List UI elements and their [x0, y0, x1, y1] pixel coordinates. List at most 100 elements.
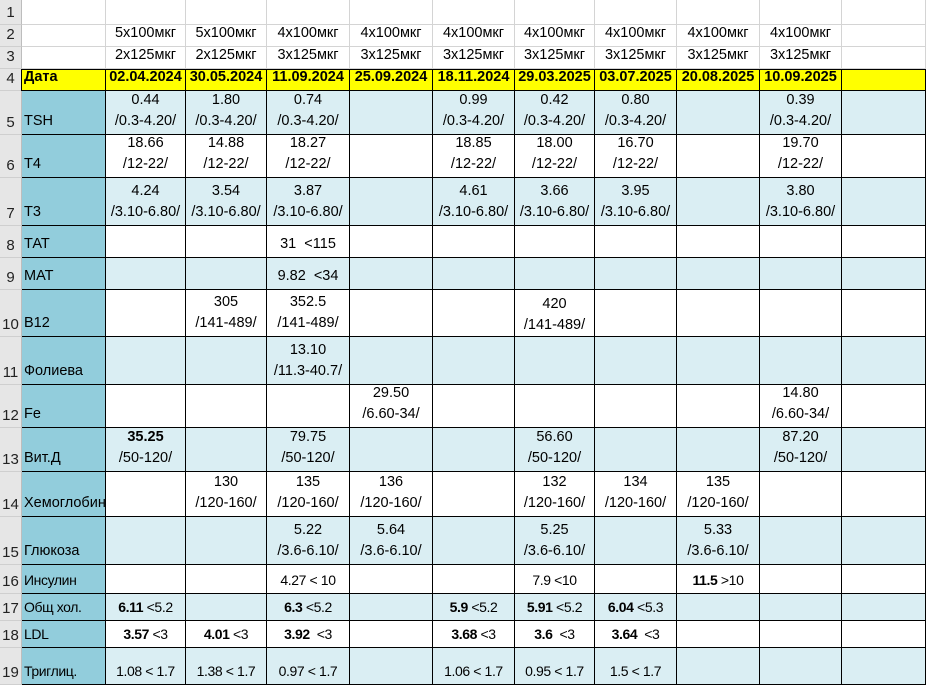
- value-cell[interactable]: [842, 226, 926, 258]
- date-cell[interactable]: 11.09.2024: [266, 69, 350, 91]
- value-cell[interactable]: [760, 258, 842, 290]
- value-cell[interactable]: 18.27/12-22/: [267, 135, 350, 178]
- value-cell[interactable]: 3.68 <3: [433, 621, 515, 648]
- value-cell[interactable]: 5.91 <5.2: [515, 594, 595, 621]
- value-cell[interactable]: [595, 385, 677, 428]
- value-cell[interactable]: 0.44/0.3-4.20/: [106, 91, 186, 135]
- value-cell[interactable]: 18.00/12-22/: [515, 135, 595, 178]
- value-cell[interactable]: [186, 385, 267, 428]
- row-label-cell[interactable]: T3: [22, 178, 106, 226]
- row-header[interactable]: 10: [0, 290, 22, 337]
- value-cell[interactable]: 14.88/12-22/: [186, 135, 267, 178]
- row-header[interactable]: 4: [0, 69, 22, 91]
- value-cell[interactable]: 6.3 <5.2: [267, 594, 350, 621]
- value-cell[interactable]: [760, 472, 842, 517]
- value-cell[interactable]: 0.95 < 1.7: [515, 648, 595, 685]
- row-label-cell[interactable]: ТАТ: [22, 226, 106, 258]
- value-cell[interactable]: 420/141-489/: [515, 290, 595, 337]
- value-cell[interactable]: [433, 385, 515, 428]
- value-cell[interactable]: 1.06 < 1.7: [433, 648, 515, 685]
- value-cell[interactable]: 352.5/141-489/: [267, 290, 350, 337]
- cell[interactable]: [186, 0, 267, 25]
- cell[interactable]: [595, 0, 677, 25]
- value-cell[interactable]: [186, 226, 267, 258]
- row-label-cell[interactable]: Вит.Д: [22, 428, 106, 472]
- value-cell[interactable]: [186, 517, 267, 565]
- value-cell[interactable]: 3.80/3.10-6.80/: [760, 178, 842, 226]
- date-cell[interactable]: 20.08.2025: [676, 69, 760, 91]
- row-label-cell[interactable]: Хемоглобин: [22, 472, 106, 517]
- value-cell[interactable]: [515, 258, 595, 290]
- date-cell[interactable]: 03.07.2025: [594, 69, 677, 91]
- value-cell[interactable]: [515, 385, 595, 428]
- cell[interactable]: 2x125мкг: [186, 47, 267, 69]
- value-cell[interactable]: 4.01 <3: [186, 621, 267, 648]
- value-cell[interactable]: [186, 337, 267, 385]
- value-cell[interactable]: 3.92 <3: [267, 621, 350, 648]
- value-cell[interactable]: 56.60/50-120/: [515, 428, 595, 472]
- value-cell[interactable]: [842, 290, 926, 337]
- value-cell[interactable]: 135/120-160/: [267, 472, 350, 517]
- value-cell[interactable]: [595, 337, 677, 385]
- value-cell[interactable]: 19.70/12-22/: [760, 135, 842, 178]
- value-cell[interactable]: 3.87/3.10-6.80/: [267, 178, 350, 226]
- cell[interactable]: 3x125мкг: [760, 47, 842, 69]
- value-cell[interactable]: [350, 258, 433, 290]
- value-cell[interactable]: [677, 290, 760, 337]
- value-cell[interactable]: [842, 565, 926, 594]
- value-cell[interactable]: [350, 594, 433, 621]
- value-cell[interactable]: 87.20/50-120/: [760, 428, 842, 472]
- value-cell[interactable]: 130/120-160/: [186, 472, 267, 517]
- value-cell[interactable]: 29.50/6.60-34/: [350, 385, 433, 428]
- value-cell[interactable]: 6.04 <5.3: [595, 594, 677, 621]
- cell[interactable]: [433, 0, 515, 25]
- cell[interactable]: 5x100мкг: [106, 25, 186, 47]
- row-header[interactable]: 19: [0, 648, 22, 685]
- row-label-cell[interactable]: МАТ: [22, 258, 106, 290]
- value-cell[interactable]: 1.80/0.3-4.20/: [186, 91, 267, 135]
- cell[interactable]: 4x100мкг: [350, 25, 433, 47]
- cell[interactable]: [22, 25, 106, 47]
- row-label-cell[interactable]: Общ хол.: [22, 594, 106, 621]
- cell[interactable]: 4x100мкг: [595, 25, 677, 47]
- cell[interactable]: 5x100мкг: [186, 25, 267, 47]
- row-label-cell[interactable]: LDL: [22, 621, 106, 648]
- row-header[interactable]: 15: [0, 517, 22, 565]
- cell[interactable]: [267, 0, 350, 25]
- value-cell[interactable]: 5.9 <5.2: [433, 594, 515, 621]
- value-cell[interactable]: [842, 594, 926, 621]
- value-cell[interactable]: 0.97 < 1.7: [267, 648, 350, 685]
- value-cell[interactable]: [433, 472, 515, 517]
- cell[interactable]: 3x125мкг: [595, 47, 677, 69]
- value-cell[interactable]: 0.80/0.3-4.20/: [595, 91, 677, 135]
- cell[interactable]: [677, 0, 760, 25]
- row-header[interactable]: 17: [0, 594, 22, 621]
- value-cell[interactable]: 14.80/6.60-34/: [760, 385, 842, 428]
- cell[interactable]: [22, 0, 106, 25]
- value-cell[interactable]: [106, 517, 186, 565]
- row-header[interactable]: 5: [0, 91, 22, 135]
- value-cell[interactable]: [106, 385, 186, 428]
- value-cell[interactable]: [433, 517, 515, 565]
- cell[interactable]: [760, 0, 842, 25]
- value-cell[interactable]: 3.95/3.10-6.80/: [595, 178, 677, 226]
- value-cell[interactable]: 5.22/3.6-6.10/: [267, 517, 350, 565]
- value-cell[interactable]: [677, 226, 760, 258]
- value-cell[interactable]: [677, 385, 760, 428]
- cell[interactable]: 4x100мкг: [677, 25, 760, 47]
- value-cell[interactable]: [760, 621, 842, 648]
- value-cell[interactable]: [350, 91, 433, 135]
- date-cell[interactable]: 10.09.2025: [759, 69, 842, 91]
- value-cell[interactable]: 136/120-160/: [350, 472, 433, 517]
- row-header[interactable]: 1: [0, 0, 22, 25]
- value-cell[interactable]: [515, 337, 595, 385]
- cell[interactable]: 3x125мкг: [677, 47, 760, 69]
- row-header[interactable]: 13: [0, 428, 22, 472]
- value-cell[interactable]: 1.5 < 1.7: [595, 648, 677, 685]
- value-cell[interactable]: [433, 290, 515, 337]
- value-cell[interactable]: [350, 135, 433, 178]
- value-cell[interactable]: 31 <115: [267, 226, 350, 258]
- row-label-cell[interactable]: Глюкоза: [22, 517, 106, 565]
- value-cell[interactable]: [433, 565, 515, 594]
- value-cell[interactable]: 18.85/12-22/: [433, 135, 515, 178]
